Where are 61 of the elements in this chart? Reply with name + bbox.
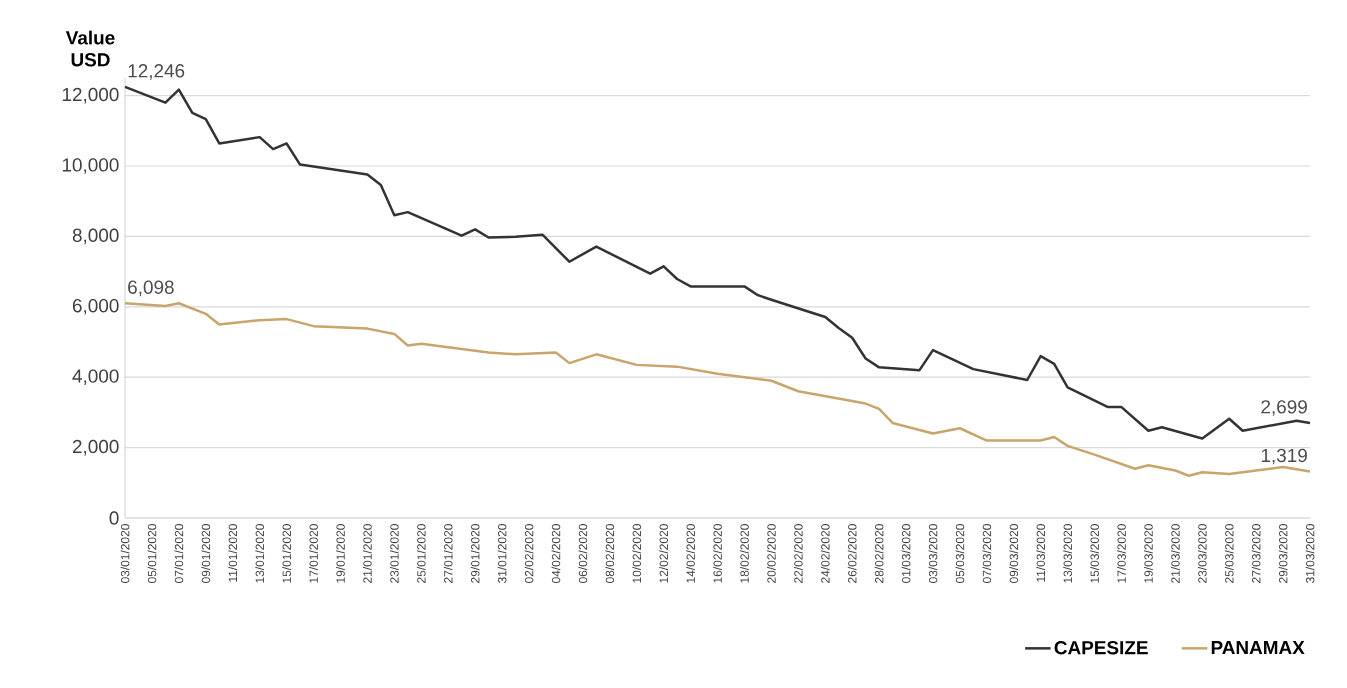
- x-tick-label: 29/01/2020: [470, 524, 480, 583]
- x-tick-label: 25/01/2020: [416, 524, 426, 583]
- y-tick-label: 4,000: [72, 369, 119, 386]
- line-series: [123, 85, 1312, 440]
- x-tick-label: 03/03/2020: [928, 524, 938, 584]
- x-tick-label: 02/02/2020: [524, 524, 534, 584]
- annotation: 12,246: [128, 64, 185, 80]
- x-tick-label: 03/01/2020: [120, 524, 130, 584]
- x-tick-label: 11/03/2020: [1036, 524, 1046, 582]
- x-tick-label: 09/03/2020: [1009, 524, 1019, 584]
- x-tick-label: 23/03/2020: [1197, 524, 1207, 583]
- x-tick-label: 28/02/2020: [874, 524, 884, 583]
- x-tick-label: 31/03/2020: [1305, 524, 1315, 584]
- legend-label: PANAMAX: [1211, 641, 1305, 655]
- x-tick-label: 18/02/2020: [740, 524, 749, 583]
- x-tick-label: 19/03/2020: [1144, 524, 1153, 583]
- y-tick-label: 10,000: [62, 158, 119, 174]
- x-tick-label: 20/02/2020: [766, 524, 776, 583]
- annotation: 6,098: [128, 280, 174, 297]
- x-tick-label: 19/01/2020: [336, 524, 345, 583]
- x-tick-label: 22/02/2020: [793, 524, 803, 583]
- x-tick-label: 26/02/2020: [847, 524, 857, 583]
- x-tick-label: 31/01/2020: [497, 524, 507, 584]
- x-tick-label: 15/01/2020: [282, 524, 291, 583]
- x-tick-label: 11/01/2020: [228, 524, 238, 582]
- x-tick-label: 17/01/2020: [309, 524, 318, 583]
- y-tick-label: 6,000: [72, 298, 119, 315]
- y-tick-label: 0: [109, 511, 119, 525]
- annotation: 2,699: [1261, 400, 1307, 416]
- x-tick-label: 09/01/2020: [201, 524, 211, 584]
- x-tick-label: 21/01/2020: [363, 524, 372, 583]
- x-tick-label: 01/03/2020: [901, 524, 911, 584]
- x-tick-label: 07/01/2020: [174, 524, 184, 584]
- x-tick-label: 21/03/2020: [1170, 524, 1180, 583]
- x-tick-label: 04/02/2020: [551, 524, 561, 584]
- x-tick-label: 05/03/2020: [955, 524, 965, 584]
- line-series: [123, 302, 1312, 478]
- x-tick-label: 15/03/2020: [1090, 524, 1099, 583]
- x-tick-label: 29/03/2020: [1278, 524, 1288, 583]
- annotation: 1,319: [1261, 448, 1307, 465]
- y-tick-label: 12,000: [62, 87, 119, 104]
- y-axis-title: Value USD: [65, 30, 115, 67]
- x-tick-label: 10/02/2020: [632, 524, 642, 583]
- x-tick-label: 14/02/2020: [686, 524, 695, 583]
- legend-label: CAPESIZE: [1054, 640, 1148, 655]
- x-tick-label: 17/03/2020: [1117, 524, 1126, 583]
- x-tick-label: 27/01/2020: [443, 524, 453, 583]
- x-tick-label: 25/03/2020: [1224, 524, 1234, 583]
- x-tick-label: 13/03/2020: [1063, 524, 1072, 583]
- x-tick-label: 05/01/2020: [147, 524, 157, 584]
- x-tick-label: 16/02/2020: [713, 524, 722, 583]
- x-tick-label: 27/03/2020: [1251, 524, 1261, 583]
- y-tick-label: 2,000: [72, 439, 119, 456]
- x-tick-label: 08/02/2020: [605, 524, 615, 584]
- x-tick-label: 12/02/2020: [659, 524, 669, 583]
- x-tick-label: 06/02/2020: [578, 524, 588, 584]
- x-tick-label: 24/02/2020: [820, 524, 830, 583]
- y-tick-label: 8,000: [72, 228, 119, 245]
- x-tick-label: 23/01/2020: [389, 524, 399, 583]
- x-tick-label: 13/01/2020: [255, 524, 265, 583]
- x-tick-label: 07/03/2020: [982, 524, 992, 584]
